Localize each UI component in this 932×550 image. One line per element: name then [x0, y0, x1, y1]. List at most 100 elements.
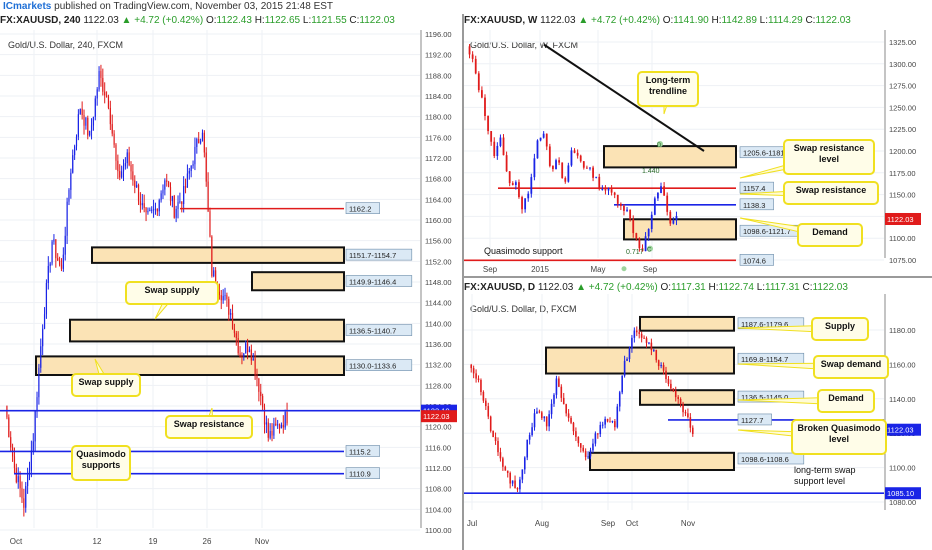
candle-body	[6, 406, 8, 418]
candle-body	[530, 177, 533, 194]
callout-text: Demand	[828, 393, 864, 403]
x-tick-label: Nov	[681, 519, 695, 528]
y-tick-label: 1192.00	[425, 51, 452, 60]
candle-body	[70, 172, 72, 190]
open-value: 1117.31	[671, 282, 706, 293]
candle-body	[579, 155, 582, 162]
candle-body	[17, 476, 19, 483]
candle-body	[25, 486, 27, 508]
candle-body	[560, 386, 563, 398]
supply-demand-zone	[639, 315, 735, 332]
candle-body	[275, 423, 277, 426]
callout-box	[165, 415, 253, 439]
y-tick-label: 1180.00	[889, 326, 916, 335]
chart-panel-daily[interactable]: FX:XAUUSD, D 1122.03 ▲ +4.72 (+0.42%) O:…	[464, 278, 932, 550]
callout-box	[783, 139, 875, 175]
candle-body	[90, 125, 93, 131]
candle-body	[482, 391, 485, 401]
level-label: 1098.6-1108.6	[741, 455, 789, 464]
candle-body	[663, 186, 666, 196]
candle-body	[531, 427, 533, 436]
callout-text: supports	[82, 460, 121, 470]
level-label: 1098.6-1121.7	[743, 227, 791, 236]
level-label: 1149.9-1146.4	[349, 277, 396, 286]
candle-body	[613, 192, 616, 195]
supply-demand-zone	[623, 218, 737, 241]
symbol-label[interactable]: FX:XAUUSD, W	[464, 15, 538, 26]
candle-body	[577, 436, 580, 444]
candle-body	[521, 469, 524, 480]
candle-body	[126, 152, 128, 164]
symbol-label[interactable]: FX:XAUUSD, D	[464, 282, 536, 293]
candle-body	[201, 132, 204, 142]
callout-text: Long-term	[646, 75, 691, 85]
chart-panel-weekly[interactable]: FX:XAUUSD, W 1122.03 ▲ +4.72 (+0.42%) O:…	[464, 14, 932, 276]
candle-body	[614, 421, 616, 428]
y-tick-label: 1160.00	[425, 216, 452, 225]
open-value: 1122.43	[216, 15, 252, 26]
swap-support-label: long-term swap	[794, 465, 856, 475]
y-tick-label: 1225.00	[889, 125, 916, 134]
candle-body	[121, 171, 123, 178]
candle-body	[169, 187, 172, 202]
candle-body	[616, 194, 619, 204]
candle-body	[598, 176, 601, 190]
candle-body	[149, 209, 151, 211]
candle-body	[83, 115, 85, 126]
chart-canvas-h4[interactable]: 1162.2 1151.7-1154.7 1149.9-1146.4 1136.5-1…	[0, 14, 462, 550]
supply-demand-zone	[639, 389, 735, 406]
callout-text: Swap supply	[144, 285, 199, 295]
chart-canvas-daily[interactable]: 1187.6-1179.6 1169.8-1154.7 1136.5-1145.0 1…	[464, 278, 932, 550]
y-tick-label: 1250.00	[889, 103, 916, 112]
candle-body	[222, 295, 224, 301]
candle-body	[493, 141, 496, 157]
candle-body	[36, 397, 38, 412]
candle-body	[96, 89, 98, 99]
level-label: 1138.3	[743, 201, 765, 210]
swap-support-label: support level	[794, 476, 845, 486]
candle-body	[43, 314, 46, 329]
candle-body	[487, 406, 490, 417]
candle-body	[273, 423, 275, 436]
candle-body	[587, 456, 589, 458]
candle-body	[92, 116, 95, 126]
candle-body	[134, 180, 136, 188]
candle-body	[548, 146, 551, 166]
symbol-label[interactable]: FX:XAUUSD, 240	[0, 15, 81, 26]
level-label-box	[345, 445, 380, 457]
candle-body	[89, 130, 91, 136]
candle-body	[111, 124, 113, 134]
candle-body	[536, 140, 539, 159]
last-price: 1122.03	[540, 15, 576, 26]
candle-body	[213, 270, 215, 277]
pattern-point	[621, 266, 627, 272]
brand-name[interactable]: ICmarkets	[3, 1, 52, 12]
chart-panel-h4[interactable]: FX:XAUUSD, 240 1122.03 ▲ +4.72 (+0.42%) …	[0, 14, 462, 550]
y-tick-label: 1325.00	[889, 38, 916, 47]
candle-body	[192, 164, 194, 166]
candle-body	[641, 248, 644, 252]
y-tick-label: 1275.00	[889, 82, 916, 91]
callout-text: Swap demand	[821, 359, 882, 369]
candle-body	[542, 133, 545, 138]
candle-body	[184, 186, 187, 188]
candle-body	[623, 360, 626, 376]
y-tick-label: 1196.00	[425, 30, 452, 39]
candle-body	[194, 146, 196, 165]
y-tick-label: 1132.00	[425, 361, 452, 370]
candle-body	[40, 346, 42, 368]
candle-body	[650, 214, 653, 230]
candle-body	[19, 476, 21, 489]
level-label-box	[737, 452, 805, 465]
candle-body	[484, 97, 486, 117]
candle-body	[619, 203, 622, 206]
callout-box	[637, 71, 699, 107]
candle-body	[188, 171, 190, 174]
chart-canvas-weekly[interactable]: 1205.6-1181.2 1157.4 1138.3 1098.6-1121.7 10…	[464, 14, 932, 276]
candle-body	[650, 342, 653, 351]
candle-body	[541, 412, 543, 419]
y-tick-label: 1175.00	[889, 169, 916, 178]
panel-divider	[464, 276, 932, 278]
candle-body	[585, 167, 588, 169]
candle-body	[128, 152, 130, 166]
